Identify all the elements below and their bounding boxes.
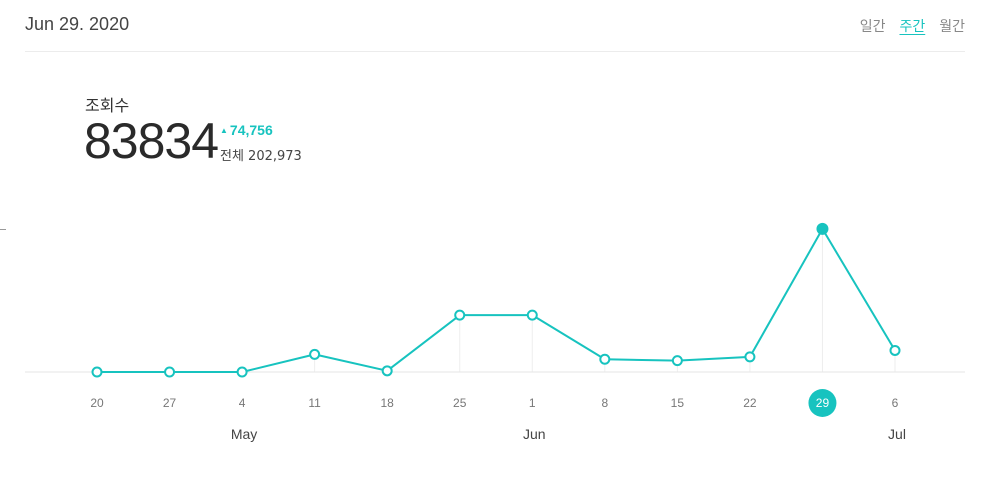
month-label: Jun [523,426,546,442]
header: Jun 29. 2020 일간 주간 월간 [25,0,965,52]
period-tabs: 일간 주간 월간 [860,16,965,36]
x-tick-label: 15 [671,396,685,410]
x-tick-label: 27 [163,396,177,410]
date-title: Jun 29. 2020 [25,14,130,34]
data-point [381,365,393,377]
x-tick-label: 1 [529,396,536,410]
x-tick-label: 4 [239,396,246,410]
selected-tick-marker [808,389,837,417]
tab-monthly[interactable]: 월간 [939,19,965,35]
x-tick-label: 8 [601,396,608,410]
metric-label: 조회수 [85,96,130,115]
x-tick-label: 6 [892,396,899,410]
x-tick-label: 29 [816,396,830,410]
data-point [671,355,683,367]
x-tick-label: 18 [381,396,395,410]
data-point [526,309,538,321]
metric-value: 83834 [84,113,219,169]
data-point [309,348,321,360]
tab-weekly[interactable]: 주간 [899,19,926,35]
metric-total: 전체 202,973 [220,149,302,164]
x-tick-label: 11 [308,396,321,410]
tab-daily[interactable]: 일간 [859,19,886,35]
x-tick-label: 22 [743,396,757,410]
data-point [236,366,248,378]
month-label: Jul [888,426,906,442]
data-point [889,344,901,356]
x-tick-label: 25 [453,396,467,410]
data-point [454,309,466,321]
metric-delta: ▲ 74,756 [220,122,273,138]
x-tick-label: 20 [90,396,104,410]
data-point-highlighted [816,222,829,235]
metric-delta-value: 74,756 [229,122,273,138]
data-point [744,351,756,363]
month-label: May [231,426,257,442]
up-triangle-icon: ▲ [220,126,228,135]
data-point [164,366,176,378]
data-point [91,366,103,378]
series-line [97,227,896,373]
data-point [599,353,611,365]
left-edge-tick [0,229,6,230]
